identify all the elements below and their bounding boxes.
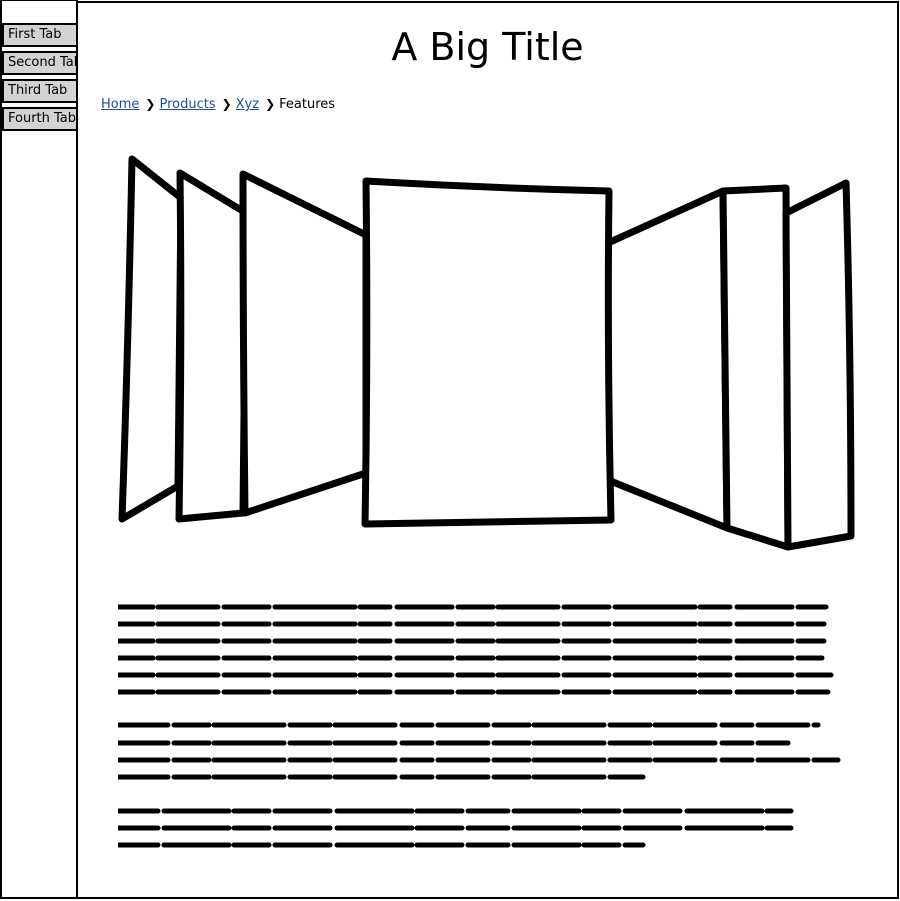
tab-third[interactable]: Third Tab <box>2 79 80 103</box>
breadcrumb-current: Features <box>279 97 336 112</box>
tab-label: Third Tab <box>8 83 68 98</box>
paragraph <box>118 722 841 780</box>
tab-fourth[interactable]: Fourth Tab <box>2 107 80 131</box>
cover-flow-item <box>782 179 855 551</box>
vertical-tab-bar: First Tab Second Tab Third Tab Fourth Ta… <box>0 0 80 899</box>
content-panel: A Big Title Home ❯ Products ❯ Xyz ❯ Features <box>76 1 899 899</box>
cover-flow-item <box>719 184 792 551</box>
breadcrumb: Home ❯ Products ❯ Xyz ❯ Features <box>101 95 335 114</box>
cover-flow-item <box>175 169 250 523</box>
breadcrumb-link-products[interactable]: Products <box>159 97 216 112</box>
paragraph <box>118 604 834 695</box>
tab-label: Fourth Tab <box>8 111 77 126</box>
cover-flow[interactable] <box>116 153 896 558</box>
cover-flow-item-selected <box>361 177 615 528</box>
cover-flow-item <box>604 187 731 532</box>
cover-flow-item <box>118 155 185 523</box>
cover-flow-item <box>239 170 370 517</box>
chevron-right-icon: ❯ <box>221 97 232 111</box>
tab-first[interactable]: First Tab <box>2 23 80 47</box>
chevron-right-icon: ❯ <box>145 97 156 111</box>
paragraph <box>118 808 794 848</box>
page-title: A Big Title <box>391 25 584 69</box>
tab-second[interactable]: Second Tab <box>2 51 80 75</box>
tab-label: First Tab <box>8 27 62 42</box>
chevron-right-icon: ❯ <box>265 97 276 111</box>
breadcrumb-link-xyz[interactable]: Xyz <box>235 97 260 112</box>
tab-label: Second Tab <box>8 55 80 70</box>
breadcrumb-link-home[interactable]: Home <box>101 97 140 112</box>
